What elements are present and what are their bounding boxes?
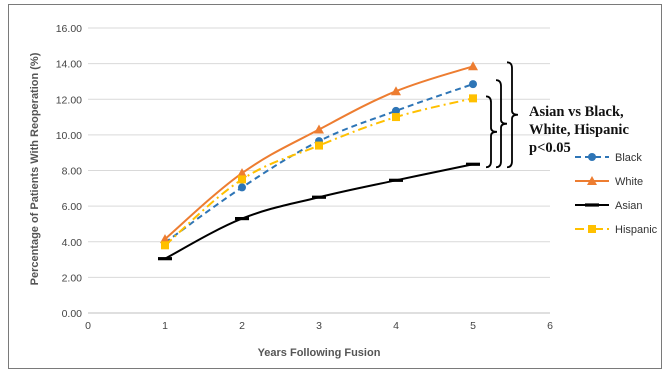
x-tick-label: 0 [85, 320, 91, 332]
y-tick-label: 6.00 [62, 201, 83, 213]
legend-item-white: White [575, 176, 643, 188]
x-tick-label: 3 [316, 320, 322, 332]
data-point-hispanic [469, 94, 477, 103]
legend-marker [588, 225, 596, 233]
x-tick-label: 1 [162, 320, 168, 332]
data-point-hispanic [238, 175, 246, 184]
data-point-white [314, 124, 324, 134]
data-point-black [392, 106, 400, 115]
data-point-black [238, 183, 246, 192]
annotation-line-2: White, Hispanic [529, 122, 629, 138]
data-point-white [391, 86, 401, 96]
legend-marker [588, 153, 596, 161]
data-point-asian [158, 257, 172, 261]
legend-label: Hispanic [615, 224, 658, 236]
data-point-hispanic [315, 141, 323, 150]
y-tick-label: 16.00 [56, 23, 82, 35]
bracket-3 [506, 61, 519, 169]
chart-frame: 0.00 2.00 4.00 6.00 8.00 10.00 12.00 14.00 16.00… [8, 4, 662, 369]
annotation-line-3: p<0.05 [529, 140, 571, 156]
y-tick-label: 14.00 [56, 59, 82, 71]
legend-marker [585, 203, 599, 207]
data-point-asian [389, 178, 403, 182]
bracket-2 [495, 79, 508, 169]
legend-label: White [615, 176, 643, 188]
x-tick-label: 2 [239, 320, 245, 332]
legend-item-hispanic: Hispanic [575, 224, 658, 236]
legend-label: Black [615, 152, 642, 164]
x-tick-label: 6 [547, 320, 553, 332]
series-white [160, 61, 478, 244]
x-axis-ticks: 0 1 2 3 4 5 6 [85, 320, 553, 332]
data-point-hispanic [392, 113, 400, 122]
series-line-white [164, 65, 474, 240]
series-black [161, 80, 477, 247]
data-series [158, 61, 480, 261]
y-axis-title: Percentage of Patients With Reoperation … [29, 52, 41, 285]
data-point-asian [466, 162, 480, 166]
y-tick-label: 10.00 [56, 130, 82, 142]
y-tick-label: 12.00 [56, 94, 82, 106]
x-axis-title: Years Following Fusion [258, 347, 381, 359]
legend: Black White Asian Hispanic [575, 152, 658, 236]
series-line-asian [164, 163, 474, 260]
series-line-hispanic [164, 97, 474, 247]
data-point-asian [312, 195, 326, 199]
significance-brackets [485, 61, 519, 169]
legend-item-asian: Asian [575, 200, 643, 212]
y-tick-label: 2.00 [62, 272, 83, 284]
data-point-black [469, 80, 477, 89]
y-tick-label: 8.00 [62, 166, 83, 178]
x-tick-label: 5 [470, 320, 476, 332]
data-point-hispanic [161, 241, 169, 250]
legend-item-black: Black [575, 152, 642, 164]
series-hispanic [161, 94, 477, 250]
reoperation-line-chart: 0.00 2.00 4.00 6.00 8.00 10.00 12.00 14.00 16.00… [29, 23, 658, 359]
y-tick-label: 4.00 [62, 237, 83, 249]
data-point-white [237, 168, 247, 178]
gridlines [88, 27, 550, 278]
data-point-white [160, 234, 170, 244]
data-point-asian [235, 216, 249, 221]
x-tick-label: 4 [393, 320, 399, 332]
legend-label: Asian [615, 200, 643, 212]
y-tick-label: 0.00 [62, 308, 83, 320]
annotation-line-1: Asian vs Black, [529, 104, 624, 120]
bracket-1 [485, 95, 498, 169]
data-point-white [468, 61, 478, 71]
legend-marker [587, 176, 597, 185]
series-asian [158, 162, 480, 261]
y-axis-ticks: 0.00 2.00 4.00 6.00 8.00 10.00 12.00 14.00 16.00 [56, 23, 82, 320]
